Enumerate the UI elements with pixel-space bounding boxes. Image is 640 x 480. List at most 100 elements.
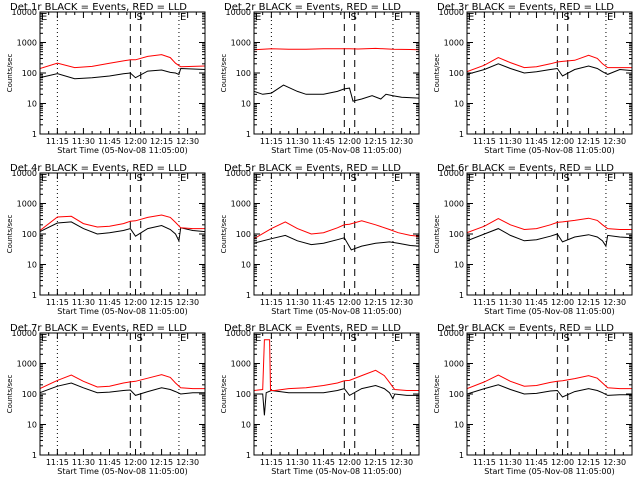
x-tick-label: 12:00 — [551, 298, 574, 307]
y-tick-label: 100 — [449, 230, 464, 239]
x-tick-label: 11:45 — [98, 298, 121, 307]
x-tick-label: 11:15 — [46, 137, 69, 146]
x-tick-label: 12:15 — [150, 298, 173, 307]
panel-det-1: Det 1r BLACK = Events, RED = LLD 1 10 100 10… — [6, 2, 206, 155]
x-tick-label: 11:15 — [46, 298, 69, 307]
segment-letter: S — [564, 333, 570, 344]
x-tick-label: 12:15 — [577, 458, 600, 467]
panel-title: Det 6r BLACK = Events, RED = LLD — [437, 163, 614, 174]
y-axis-label: Counts/sec — [220, 375, 228, 414]
y-tick-label: 10000 — [226, 329, 251, 338]
x-axis-label: Start Time (05-Nov-08 11:05:00) — [57, 307, 187, 316]
segment-letter: E — [394, 333, 400, 344]
y-tick-label: 1000 — [444, 200, 464, 209]
segment-letter: S — [564, 173, 570, 184]
series-line-lld — [254, 220, 419, 240]
segment-letter: E — [607, 333, 613, 344]
segment-letter: E — [41, 333, 47, 344]
series-line-lld — [467, 217, 632, 234]
plot-frame — [466, 11, 633, 135]
y-tick-label: 1000 — [17, 39, 37, 48]
y-tick-label: 10000 — [12, 329, 37, 338]
y-tick-label: 1000 — [231, 39, 251, 48]
panel-det-2: Det 2r BLACK = Events, RED = LLD 1 10 100 10… — [220, 2, 420, 155]
y-tick-label: 100 — [449, 69, 464, 78]
y-tick-label: 10000 — [12, 169, 37, 178]
x-tick-label: 11:15 — [473, 458, 496, 467]
x-tick-label: 11:45 — [312, 458, 335, 467]
x-tick-label: 12:15 — [364, 137, 387, 146]
panel-det-8: Det 8r BLACK = Events, RED = LLD 1 10 100 10… — [220, 323, 420, 476]
x-tick-label: 12:30 — [603, 298, 626, 307]
x-tick-label: 12:00 — [551, 458, 574, 467]
x-tick-label: 12:15 — [364, 298, 387, 307]
y-tick-label: 1 — [32, 130, 37, 139]
y-tick-label: 100 — [236, 69, 251, 78]
x-axis-label: Start Time (05-Nov-08 11:05:00) — [484, 467, 614, 476]
x-tick-label: 12:30 — [390, 137, 413, 146]
x-tick-label: 11:30 — [286, 458, 309, 467]
y-tick-label: 10 — [27, 261, 37, 270]
y-tick-label: 1000 — [231, 360, 251, 369]
y-axis-label: Counts/sec — [433, 375, 441, 414]
x-axis-label: Start Time (05-Nov-08 11:05:00) — [271, 146, 401, 155]
x-tick-label: 11:45 — [312, 137, 335, 146]
series-line-lld — [40, 214, 205, 231]
panel-title: Det 1r BLACK = Events, RED = LLD — [10, 2, 187, 13]
y-tick-label: 10000 — [439, 169, 464, 178]
y-tick-label: 1 — [459, 451, 464, 460]
series-line-events — [254, 384, 419, 416]
panel-det-7: Det 7r BLACK = Events, RED = LLD 1 10 100 10… — [6, 323, 206, 476]
x-axis-label: Start Time (05-Nov-08 11:05:00) — [271, 307, 401, 316]
segment-letter: E — [180, 12, 186, 23]
series-line-events — [40, 221, 205, 243]
y-tick-label: 1 — [32, 291, 37, 300]
panel-title: Det 4r BLACK = Events, RED = LLD — [10, 163, 187, 174]
y-tick-label: 10 — [241, 421, 251, 430]
x-tick-label: 11:45 — [525, 298, 548, 307]
x-tick-label: 11:45 — [98, 458, 121, 467]
plot-frame — [253, 172, 420, 296]
y-tick-label: 1000 — [231, 200, 251, 209]
x-tick-label: 11:15 — [260, 137, 283, 146]
plot-frame — [253, 11, 420, 135]
plot-frame — [466, 172, 633, 296]
y-axis-label: Counts/sec — [220, 54, 228, 93]
x-tick-label: 12:30 — [603, 458, 626, 467]
segment-letter: E — [468, 173, 474, 184]
y-tick-label: 100 — [22, 230, 37, 239]
plot-frame — [466, 332, 633, 456]
x-tick-label: 11:15 — [473, 298, 496, 307]
x-tick-label: 11:30 — [499, 458, 522, 467]
panel-det-3: Det 3r BLACK = Events, RED = LLD 1 10 100 10… — [433, 2, 633, 155]
y-tick-label: 100 — [449, 390, 464, 399]
x-tick-label: 12:00 — [338, 298, 361, 307]
x-tick-label: 11:30 — [499, 137, 522, 146]
y-tick-label: 10000 — [226, 169, 251, 178]
panel-det-5: Det 5r BLACK = Events, RED = LLD 1 10 100 10… — [220, 163, 420, 316]
y-tick-label: 10000 — [12, 8, 37, 17]
x-tick-label: 11:30 — [499, 298, 522, 307]
plot-frame — [39, 11, 206, 135]
series-line-events — [254, 84, 419, 102]
x-tick-label: 12:00 — [338, 137, 361, 146]
y-tick-label: 10 — [454, 421, 464, 430]
y-tick-label: 10000 — [226, 8, 251, 17]
panel-det-6: Det 6r BLACK = Events, RED = LLD 1 10 100 10… — [433, 163, 633, 316]
y-tick-label: 10 — [241, 100, 251, 109]
y-axis-label: Counts/sec — [220, 215, 228, 254]
y-axis-label: Counts/sec — [6, 375, 14, 414]
x-axis-label: Start Time (05-Nov-08 11:05:00) — [57, 146, 187, 155]
x-tick-label: 12:15 — [577, 298, 600, 307]
x-tick-label: 12:30 — [390, 298, 413, 307]
y-tick-label: 1 — [246, 291, 251, 300]
x-tick-label: 11:45 — [525, 458, 548, 467]
x-tick-label: 12:30 — [176, 298, 199, 307]
x-tick-label: 12:15 — [577, 137, 600, 146]
panel-title: Det 3r BLACK = Events, RED = LLD — [437, 2, 614, 13]
panel-title: Det 9r BLACK = Events, RED = LLD — [437, 323, 614, 334]
x-tick-label: 12:15 — [364, 458, 387, 467]
panel-title: Det 7r BLACK = Events, RED = LLD — [10, 323, 187, 334]
panel-title: Det 2r BLACK = Events, RED = LLD — [224, 2, 401, 13]
series-line-lld — [40, 54, 205, 69]
